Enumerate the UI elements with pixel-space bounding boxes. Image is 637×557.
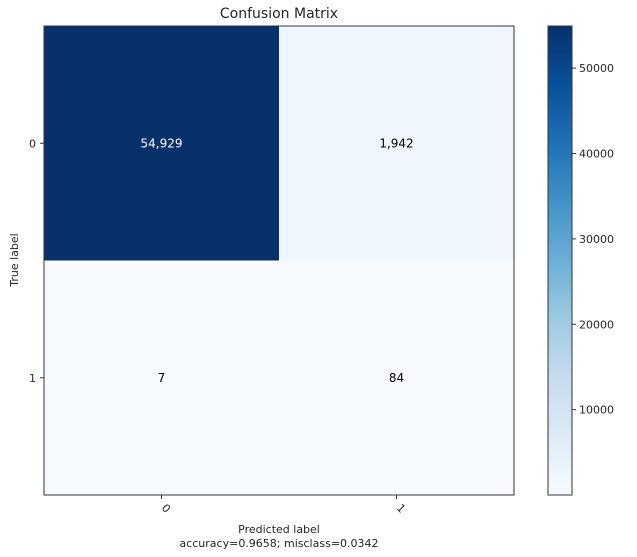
cell-value-label: 54,929 (141, 136, 183, 150)
colorbar-tick-label: 10000 (579, 404, 614, 417)
colorbar-tick-label: 20000 (579, 318, 614, 331)
cell-value-label: 1,942 (379, 136, 413, 150)
y-tick-label: 1 (29, 372, 36, 385)
heatmap-cell (279, 26, 514, 261)
colorbar (547, 25, 573, 496)
colorbar-tick-label: 30000 (579, 233, 614, 246)
colorbar-ticks: 10000 20000 30000 40000 50000 (572, 62, 614, 417)
x-axis-label: Predicted label (238, 523, 320, 536)
axes-frame (43, 25, 515, 496)
x-tick-label: 0 (159, 501, 173, 515)
cell-value-label: 84 (389, 371, 404, 385)
heatmap-cell (44, 26, 279, 261)
heatmap-cells: 54,929 1,942 7 84 (44, 26, 514, 495)
chart-title: Confusion Matrix (220, 6, 338, 22)
cell-value-label: 7 (158, 371, 166, 385)
x-axis-sublabel: accuracy=0.9658; misclass=0.0342 (179, 537, 378, 550)
colorbar-tick-label: 50000 (579, 62, 614, 75)
heatmap-cell (44, 260, 279, 495)
y-axis-label: True label (8, 233, 21, 287)
y-tick-label: 0 (29, 137, 36, 150)
heatmap-cell (279, 260, 514, 495)
x-tick-label: 1 (394, 501, 408, 515)
colorbar-tick-label: 40000 (579, 147, 614, 160)
